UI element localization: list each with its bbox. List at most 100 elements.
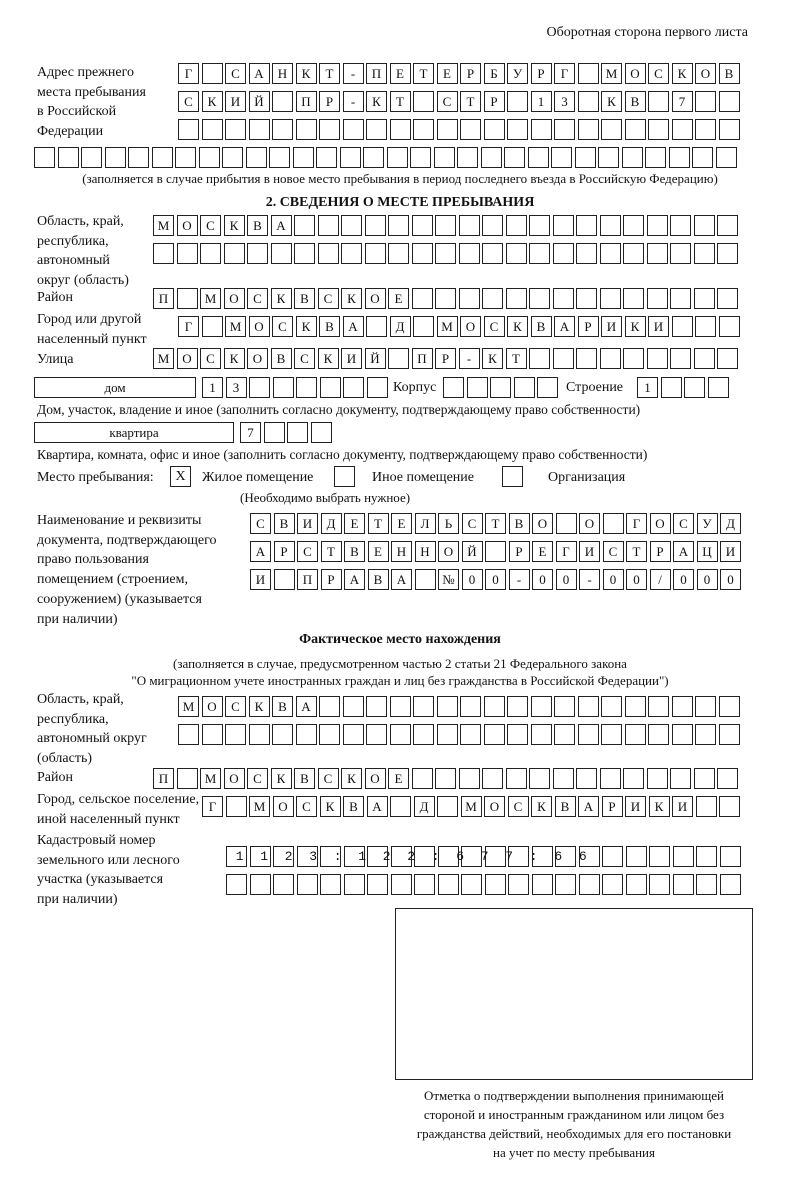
char-cell[interactable] (695, 796, 717, 817)
char-cell[interactable]: С (483, 316, 505, 337)
char-cell[interactable]: К (201, 91, 223, 112)
char-cell[interactable]: М (460, 796, 482, 817)
char-cell[interactable] (249, 377, 270, 398)
char-cell[interactable] (435, 768, 456, 789)
char-cell[interactable]: 7 (671, 91, 693, 112)
char-cell[interactable] (623, 288, 644, 309)
char-cell[interactable]: К (341, 768, 362, 789)
char-cell[interactable] (507, 724, 528, 745)
char-cell[interactable] (413, 119, 434, 140)
char-cell[interactable] (599, 288, 621, 309)
char-cell[interactable] (466, 377, 488, 398)
char-cell[interactable] (577, 63, 599, 84)
char-cell[interactable]: О (223, 288, 245, 309)
char-cell[interactable]: М (200, 288, 221, 309)
char-cell[interactable] (552, 243, 574, 264)
char-cell[interactable] (310, 422, 332, 443)
char-cell[interactable] (320, 846, 341, 867)
char-cell[interactable] (364, 243, 386, 264)
char-cell[interactable] (625, 846, 647, 867)
char-cell[interactable]: М (436, 316, 458, 337)
char-cell[interactable]: Д (320, 513, 342, 534)
char-cell[interactable]: А (295, 696, 317, 717)
char-cell[interactable] (339, 147, 361, 168)
char-cell[interactable]: К (671, 63, 693, 84)
char-cell[interactable]: С (602, 541, 624, 562)
char-cell[interactable] (342, 696, 364, 717)
char-cell[interactable] (599, 215, 621, 236)
char-cell[interactable]: С (673, 513, 694, 534)
char-cell[interactable]: К (341, 288, 362, 309)
char-cell[interactable]: О (364, 288, 386, 309)
char-cell[interactable] (104, 147, 126, 168)
char-cell[interactable]: С (200, 215, 221, 236)
char-cell[interactable]: М (200, 768, 221, 789)
house-type-field[interactable]: дом (34, 377, 196, 398)
char-cell[interactable] (460, 724, 481, 745)
char-cell[interactable]: С (507, 796, 529, 817)
other-premises-checkbox[interactable] (334, 466, 355, 487)
char-cell[interactable]: Р (577, 316, 599, 337)
char-cell[interactable] (296, 846, 318, 867)
char-cell[interactable] (296, 377, 317, 398)
char-cell[interactable] (505, 243, 527, 264)
char-cell[interactable]: С (225, 696, 246, 717)
char-cell[interactable] (364, 215, 386, 236)
char-cell[interactable]: 7 (240, 422, 261, 443)
char-cell[interactable]: С (297, 541, 318, 562)
char-cell[interactable] (578, 874, 600, 895)
char-cell[interactable] (366, 377, 388, 398)
char-cell[interactable] (436, 119, 458, 140)
char-cell[interactable] (513, 377, 535, 398)
char-cell[interactable]: В (272, 696, 293, 717)
char-cell[interactable]: А (391, 569, 412, 590)
char-cell[interactable]: И (225, 91, 246, 112)
char-cell[interactable] (388, 348, 409, 369)
char-cell[interactable]: К (295, 316, 317, 337)
char-cell[interactable]: В (343, 796, 364, 817)
char-cell[interactable]: Т (505, 348, 527, 369)
char-cell[interactable] (343, 846, 365, 867)
char-cell[interactable] (222, 147, 243, 168)
char-cell[interactable]: - (458, 348, 480, 369)
char-cell[interactable] (719, 796, 740, 817)
char-cell[interactable] (576, 243, 597, 264)
char-cell[interactable] (623, 768, 644, 789)
char-cell[interactable] (225, 119, 246, 140)
char-cell[interactable] (530, 724, 552, 745)
organization-checkbox[interactable] (502, 466, 523, 487)
char-cell[interactable] (601, 119, 622, 140)
char-cell[interactable]: - (508, 569, 530, 590)
char-cell[interactable]: 0 (673, 569, 694, 590)
char-cell[interactable]: Й (364, 348, 386, 369)
char-cell[interactable]: - (579, 569, 600, 590)
char-cell[interactable]: А (270, 215, 292, 236)
char-cell[interactable] (646, 348, 668, 369)
char-cell[interactable] (717, 243, 738, 264)
char-cell[interactable]: В (508, 513, 530, 534)
char-cell[interactable] (599, 243, 621, 264)
char-cell[interactable] (435, 243, 456, 264)
char-cell[interactable]: Р (508, 541, 530, 562)
char-cell[interactable]: С (250, 513, 271, 534)
char-cell[interactable] (458, 215, 480, 236)
char-cell[interactable]: В (554, 796, 576, 817)
char-cell[interactable] (646, 288, 668, 309)
char-cell[interactable]: А (673, 541, 694, 562)
char-cell[interactable] (649, 846, 670, 867)
char-cell[interactable] (295, 724, 317, 745)
char-cell[interactable] (598, 147, 619, 168)
char-cell[interactable]: / (649, 569, 671, 590)
char-cell[interactable] (576, 215, 597, 236)
char-cell[interactable] (693, 768, 715, 789)
char-cell[interactable]: Е (532, 541, 553, 562)
char-cell[interactable] (599, 768, 621, 789)
char-cell[interactable] (367, 846, 388, 867)
char-cell[interactable] (648, 119, 669, 140)
char-cell[interactable] (482, 215, 503, 236)
char-cell[interactable] (507, 91, 528, 112)
char-cell[interactable] (527, 147, 549, 168)
